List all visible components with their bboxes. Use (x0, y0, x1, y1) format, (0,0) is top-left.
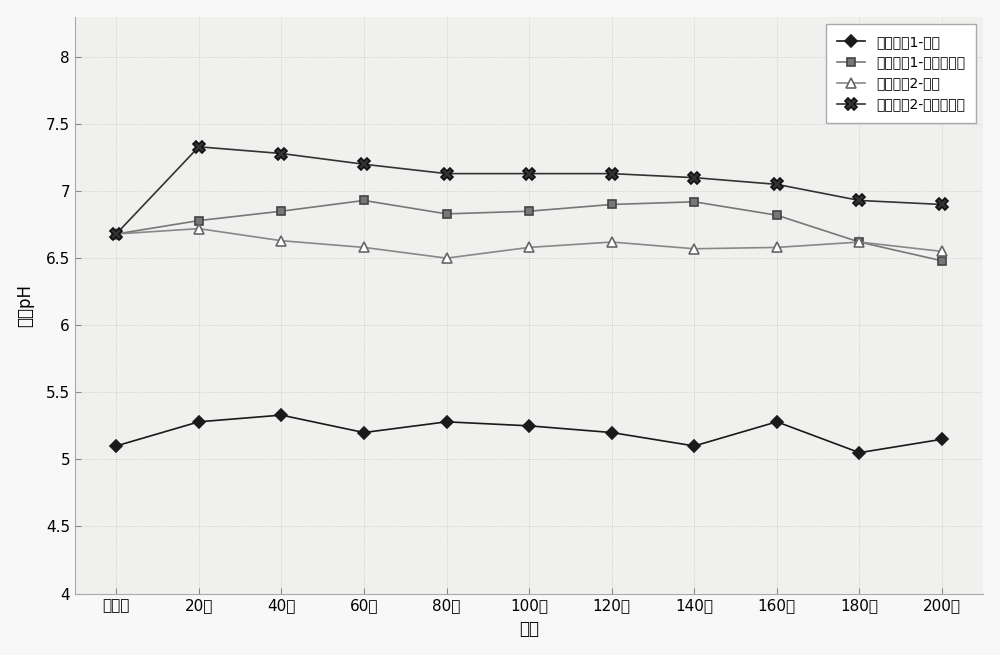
污染土壤1-钝化修复剂 (936, 257, 948, 265)
污染土壤1-对照 (523, 422, 535, 430)
污染土壤1-对照 (853, 449, 865, 457)
污染土壤2-对照 (936, 248, 948, 255)
污染土壤1-钝化修复剂 (193, 217, 205, 225)
污染土壤1-钝化修复剂 (275, 207, 287, 215)
污染土壤1-对照 (358, 428, 370, 436)
污染土壤1-钝化修复剂 (358, 196, 370, 204)
污染土壤2-钝化修复剂 (688, 174, 700, 181)
污染土壤1-钝化修复剂 (853, 238, 865, 246)
污染土壤1-对照 (110, 442, 122, 450)
污染土壤2-对照 (688, 245, 700, 253)
污染土壤2-对照 (441, 254, 453, 262)
Line: 污染土壤1-钝化修复剂: 污染土壤1-钝化修复剂 (112, 196, 946, 265)
污染土壤2-钝化修复剂 (441, 170, 453, 178)
污染土壤2-对照 (606, 238, 618, 246)
污染土壤1-对照 (606, 428, 618, 436)
污染土壤2-对照 (853, 238, 865, 246)
污染土壤1-对照 (771, 418, 783, 426)
Line: 污染土壤2-对照: 污染土壤2-对照 (111, 224, 947, 263)
污染土壤2-钝化修复剂 (853, 196, 865, 204)
污染土壤2-对照 (110, 230, 122, 238)
Y-axis label: 土壤pH: 土壤pH (17, 284, 35, 327)
污染土壤2-钝化修复剂 (936, 200, 948, 208)
Legend: 污染土壤1-对照, 污染土壤1-钝化修复剂, 污染土壤2-对照, 污染土壤2-钝化修复剂: 污染土壤1-对照, 污染土壤1-钝化修复剂, 污染土壤2-对照, 污染土壤2-钝… (826, 24, 976, 122)
污染土壤1-钝化修复剂 (110, 230, 122, 238)
X-axis label: 时间: 时间 (519, 620, 539, 639)
污染土壤1-对照 (936, 436, 948, 443)
污染土壤1-钝化修复剂 (523, 207, 535, 215)
污染土壤1-钝化修复剂 (441, 210, 453, 218)
污染土壤2-钝化修复剂 (193, 143, 205, 151)
污染土壤2-对照 (358, 244, 370, 252)
污染土壤1-对照 (193, 418, 205, 426)
Line: 污染土壤2-钝化修复剂: 污染土壤2-钝化修复剂 (111, 141, 948, 240)
污染土壤2-钝化修复剂 (110, 230, 122, 238)
污染土壤1-对照 (441, 418, 453, 426)
污染土壤2-对照 (193, 225, 205, 233)
污染土壤2-钝化修复剂 (275, 149, 287, 157)
污染土壤1-钝化修复剂 (606, 200, 618, 208)
污染土壤2-钝化修复剂 (523, 170, 535, 178)
污染土壤1-钝化修复剂 (771, 212, 783, 219)
污染土壤1-钝化修复剂 (688, 198, 700, 206)
污染土壤2-钝化修复剂 (358, 160, 370, 168)
污染土壤2-对照 (275, 236, 287, 244)
污染土壤1-对照 (275, 411, 287, 419)
污染土壤2-钝化修复剂 (771, 180, 783, 188)
污染土壤2-对照 (523, 244, 535, 252)
污染土壤2-钝化修复剂 (606, 170, 618, 178)
污染土壤2-对照 (771, 244, 783, 252)
Line: 污染土壤1-对照: 污染土壤1-对照 (112, 411, 946, 457)
污染土壤1-对照 (688, 442, 700, 450)
